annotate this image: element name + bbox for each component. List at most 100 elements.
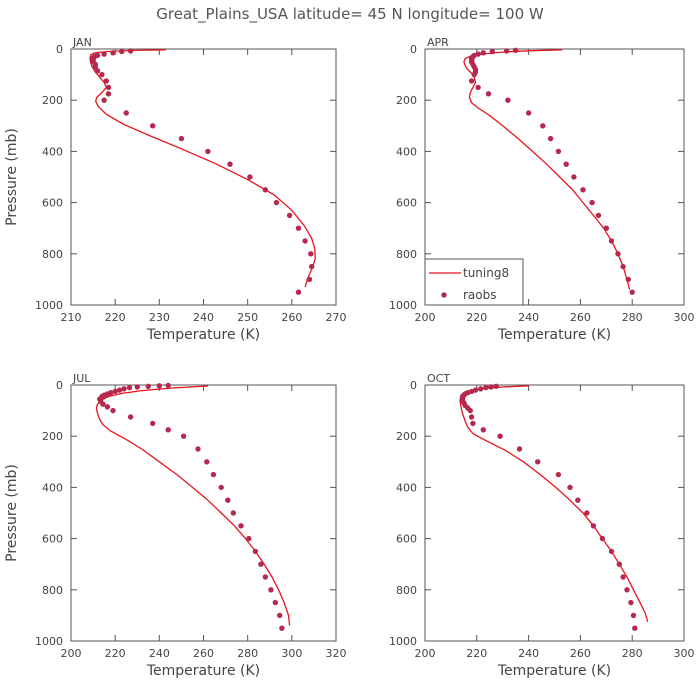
x-tick-label: 300 bbox=[281, 647, 302, 660]
data-point-raobs bbox=[306, 276, 313, 283]
data-point-raobs bbox=[525, 110, 532, 116]
data-point-raobs bbox=[580, 187, 586, 193]
data-point-raobs bbox=[258, 561, 264, 567]
data-point-raobs bbox=[625, 276, 631, 283]
data-point-raobs bbox=[262, 187, 268, 193]
data-point-raobs bbox=[99, 71, 105, 78]
x-tick-label: 220 bbox=[466, 647, 487, 660]
y-axis-title: Pressure (mb) bbox=[4, 464, 20, 562]
data-point-raobs bbox=[485, 91, 492, 97]
data-point-raobs bbox=[309, 263, 315, 270]
x-tick-label: 200 bbox=[415, 647, 436, 660]
data-point-raobs bbox=[620, 263, 626, 270]
data-point-raobs bbox=[210, 471, 217, 478]
figure-title: Great_Plains_USA latitude= 45 N longitud… bbox=[156, 5, 544, 24]
legend-dot-swatch bbox=[441, 292, 447, 298]
y-tick-label: 400 bbox=[42, 145, 63, 158]
plot-frame bbox=[424, 48, 685, 306]
data-point-raobs bbox=[472, 387, 479, 393]
data-point-raobs bbox=[205, 148, 211, 155]
y-tick-label: 1000 bbox=[35, 635, 63, 648]
data-point-raobs bbox=[302, 238, 308, 244]
data-point-raobs bbox=[108, 390, 114, 396]
data-point-raobs bbox=[150, 420, 156, 427]
x-tick-label: 260 bbox=[193, 647, 214, 660]
data-point-raobs bbox=[620, 574, 626, 580]
data-point-raobs bbox=[218, 484, 224, 491]
x-tick-label: 270 bbox=[326, 311, 347, 324]
legend-box bbox=[424, 258, 524, 306]
data-point-raobs bbox=[295, 289, 302, 295]
data-point-raobs bbox=[101, 97, 107, 103]
x-axis-title: Temperature (K) bbox=[497, 663, 611, 679]
x-tick-label: 260 bbox=[281, 311, 302, 324]
data-point-raobs bbox=[286, 212, 293, 219]
data-point-raobs bbox=[247, 174, 253, 180]
data-point-raobs bbox=[94, 52, 101, 59]
series-line-tuning8 bbox=[89, 49, 316, 288]
panel-label: JAN bbox=[72, 36, 92, 49]
data-point-raobs bbox=[180, 433, 187, 439]
data-point-raobs bbox=[512, 47, 519, 53]
data-point-raobs bbox=[516, 446, 523, 452]
x-tick-label: 300 bbox=[674, 647, 695, 660]
y-tick-label: 600 bbox=[42, 533, 63, 546]
x-tick-label: 240 bbox=[193, 311, 214, 324]
data-point-raobs bbox=[629, 289, 635, 295]
x-tick-label: 220 bbox=[466, 311, 487, 324]
x-tick-label: 320 bbox=[326, 647, 347, 660]
data-point-raobs bbox=[127, 414, 134, 420]
x-tick-label: 200 bbox=[61, 647, 82, 660]
y-tick-label: 400 bbox=[396, 145, 417, 158]
data-point-raobs bbox=[584, 510, 590, 516]
y-tick-label: 200 bbox=[396, 430, 417, 443]
y-tick-label: 600 bbox=[396, 533, 417, 546]
data-point-raobs bbox=[589, 199, 595, 206]
legend: tuning8 raobs bbox=[424, 258, 524, 306]
data-point-raobs bbox=[608, 238, 615, 244]
data-point-raobs bbox=[547, 135, 554, 142]
x-tick-label: 260 bbox=[570, 311, 591, 324]
data-point-raobs bbox=[123, 110, 129, 116]
data-point-raobs bbox=[178, 135, 185, 142]
plot-frame bbox=[424, 384, 685, 642]
y-tick-label: 200 bbox=[42, 94, 63, 107]
data-point-raobs bbox=[483, 384, 489, 391]
data-point-raobs bbox=[110, 407, 116, 414]
data-point-raobs bbox=[628, 599, 634, 606]
panels: 210 220 230 240 250 260 270 0 200 400 600 800 1000 JA… bbox=[4, 36, 695, 679]
y-tick-label: 0 bbox=[56, 379, 63, 392]
panel-apr: 200 220 240 260 280 300 0 200 400 600 800 1000 APR Te… bbox=[389, 36, 695, 343]
y-tick-label: 1000 bbox=[389, 299, 417, 312]
y-tick-label: 600 bbox=[396, 197, 417, 210]
data-point-raobs bbox=[468, 78, 475, 84]
data-point-raobs bbox=[480, 50, 486, 56]
data-point-raobs bbox=[105, 84, 112, 91]
data-point-raobs bbox=[540, 123, 546, 129]
data-point-raobs bbox=[165, 382, 171, 389]
data-point-raobs bbox=[475, 51, 481, 57]
data-point-raobs bbox=[616, 561, 622, 567]
data-point-raobs bbox=[145, 383, 151, 389]
y-tick-label: 400 bbox=[42, 481, 63, 494]
series-line-tuning8 bbox=[95, 385, 291, 626]
x-axis-title: Temperature (K) bbox=[497, 327, 611, 343]
data-point-raobs bbox=[603, 225, 609, 231]
data-point-raobs bbox=[101, 51, 107, 57]
data-point-raobs bbox=[497, 433, 503, 439]
y-tick-label: 0 bbox=[410, 379, 417, 392]
data-point-raobs bbox=[608, 548, 615, 555]
data-point-raobs bbox=[478, 386, 484, 392]
data-point-raobs bbox=[480, 427, 486, 433]
data-point-raobs bbox=[165, 427, 171, 433]
data-point-raobs bbox=[127, 48, 134, 54]
data-point-raobs bbox=[268, 587, 274, 593]
x-tick-label: 240 bbox=[149, 647, 170, 660]
data-point-raobs bbox=[104, 404, 111, 410]
x-axis-title: Temperature (K) bbox=[146, 327, 260, 343]
x-tick-label: 230 bbox=[149, 311, 170, 324]
data-point-raobs bbox=[563, 161, 569, 167]
x-tick-label: 220 bbox=[105, 311, 126, 324]
data-point-raobs bbox=[238, 523, 244, 529]
